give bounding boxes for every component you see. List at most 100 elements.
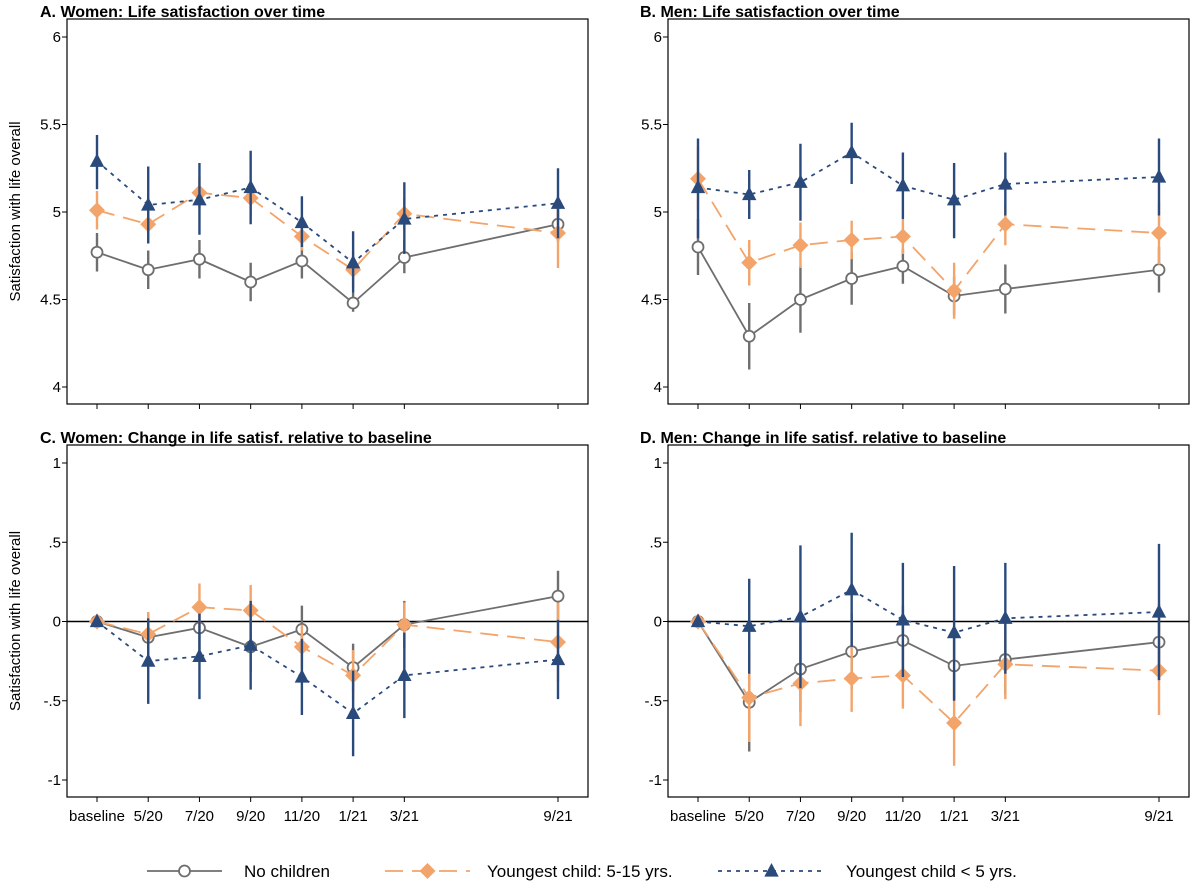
series-line (697, 178, 1160, 293)
series-3 (690, 122, 1167, 239)
data-point (741, 254, 758, 271)
data-point (792, 237, 809, 254)
series-line (96, 595, 559, 669)
series-line (96, 160, 559, 264)
data-point (192, 648, 207, 662)
y-tick-label: 6 (53, 29, 61, 46)
y-tick-label: 5.5 (40, 117, 61, 134)
data-point (192, 191, 207, 206)
panel-title: A. Women: Life satisfaction over time (40, 4, 325, 21)
series-2 (690, 613, 1167, 766)
data-point (244, 275, 258, 289)
series-1 (691, 219, 1166, 370)
data-point (89, 613, 105, 628)
data-point (793, 608, 808, 623)
legend-item: Youngest child: 5-15 yrs. (385, 862, 673, 881)
y-tick-label: .5 (649, 534, 662, 551)
data-point (1152, 263, 1166, 277)
data-point (843, 670, 860, 687)
data-point (895, 611, 911, 626)
x-tick-label: 7/20 (786, 808, 815, 825)
data-point (742, 329, 756, 343)
data-point (397, 667, 412, 681)
data-point (294, 214, 310, 229)
data-point (191, 599, 208, 616)
series-line (697, 151, 1160, 201)
data-point (551, 589, 565, 603)
y-tick-label: 6 (654, 29, 662, 46)
data-point (345, 705, 361, 720)
x-tick-label: baseline (69, 808, 125, 825)
data-point (690, 613, 706, 628)
series-3 (89, 600, 566, 757)
legend-label: Youngest child < 5 yrs. (846, 862, 1017, 881)
data-point (141, 263, 155, 277)
data-point (742, 618, 757, 632)
data-point (845, 272, 859, 285)
series-line (96, 620, 559, 715)
data-point (243, 637, 258, 651)
x-tick-label: 1/21 (940, 808, 969, 825)
y-tick-label: -1 (48, 772, 61, 789)
y-axis-label: Satisfaction with life overall (7, 121, 24, 301)
data-point (690, 179, 706, 194)
data-point (946, 282, 963, 299)
x-tick-label: 9/20 (236, 808, 265, 825)
legend-marker (419, 863, 436, 879)
data-point (89, 153, 105, 167)
x-tick-label: 11/20 (885, 808, 921, 825)
y-tick-label: 1 (654, 455, 662, 472)
legend-item: Youngest child < 5 yrs. (718, 862, 1017, 881)
x-tick-label: 9/20 (837, 808, 866, 825)
data-point (894, 228, 911, 245)
panel-2: B. Men: Life satisfaction over time 4 4.5 5… (640, 4, 1190, 409)
x-tick-label: 9/21 (1144, 808, 1173, 825)
legend: No children Youngest child: 5-15 yrs. Youn… (147, 862, 1017, 881)
panel-title: C. Women: Change in life satisf. relativ… (40, 430, 432, 447)
panel-4: D. Men: Change in life satisf. relative … (640, 430, 1190, 825)
panel-title: D. Men: Change in life satisf. relative … (640, 430, 1006, 447)
series-line (96, 606, 559, 677)
series-line (96, 191, 559, 271)
data-point (895, 177, 911, 192)
panel-3: C. Women: Change in life satisf. relativ… (7, 430, 589, 825)
y-tick-label: .5 (48, 534, 61, 551)
data-point (844, 144, 859, 159)
data-point (550, 651, 566, 666)
data-point (946, 624, 962, 639)
y-tick-label: 1 (53, 455, 61, 472)
y-tick-label: 4.5 (641, 292, 662, 309)
legend-marker (178, 864, 191, 878)
data-point (1151, 225, 1167, 241)
data-point (89, 202, 105, 219)
data-point (946, 191, 962, 206)
series-line (697, 588, 1160, 634)
data-point (691, 240, 705, 254)
data-point (997, 216, 1014, 233)
x-tick-label: 1/21 (339, 808, 368, 825)
data-point (1151, 603, 1167, 618)
series-3 (690, 532, 1167, 701)
legend-label: Youngest child: 5-15 yrs. (487, 862, 673, 881)
series-1 (90, 206, 565, 312)
series-1 (691, 604, 1166, 752)
legend-marker (764, 863, 779, 877)
y-tick-label: 4 (654, 379, 662, 396)
series-line (697, 620, 1160, 725)
data-point (742, 186, 757, 201)
series-line (697, 621, 1160, 704)
y-tick-label: 0 (654, 614, 662, 631)
data-point (998, 282, 1012, 296)
plot-frame (667, 18, 1190, 405)
series-2 (89, 177, 566, 288)
data-point (193, 252, 206, 266)
y-axis-label: Satisfaction with life overall (7, 531, 24, 711)
data-point (741, 689, 758, 706)
data-point (295, 254, 309, 268)
series-line (697, 246, 1160, 338)
y-tick-label: -1 (649, 772, 662, 789)
y-tick-label: 4 (53, 379, 61, 396)
y-tick-label: 5.5 (641, 117, 662, 134)
data-point (346, 296, 360, 310)
x-tick-label: 7/20 (185, 808, 214, 825)
